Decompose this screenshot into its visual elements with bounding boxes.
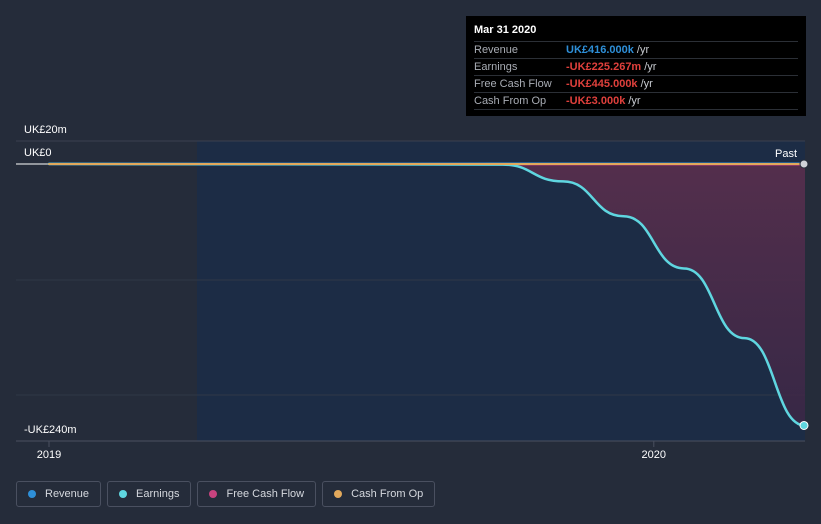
- earnings-area: [502, 164, 805, 426]
- x-tick-label: 2020: [642, 449, 666, 461]
- tooltip-value: -UK£225.267m: [566, 61, 642, 73]
- legend-label: Cash From Op: [351, 488, 424, 500]
- revenue-dot-icon: [28, 490, 36, 498]
- tooltip-value: -UK£445.000k: [566, 78, 638, 90]
- cash-from-op-dot-icon: [334, 490, 343, 498]
- free-cash-flow-dot-icon: [209, 490, 218, 498]
- y-tick-label: -UK£240m: [24, 424, 77, 436]
- past-label: Past: [775, 148, 797, 160]
- tooltip-unit: /yr: [636, 44, 650, 56]
- tooltip-value: -UK£3.000k: [566, 95, 626, 107]
- legend-label: Free Cash Flow: [226, 488, 305, 500]
- y-tick-label: UK£20m: [24, 124, 67, 136]
- legend-item-earnings[interactable]: Earnings: [107, 481, 192, 507]
- tooltip-label: Earnings: [474, 61, 518, 73]
- tooltip-row-free-cash-flow: Free Cash Flow -UK£445.000k /yr: [474, 75, 798, 92]
- legend-label: Revenue: [45, 488, 90, 500]
- tooltip-row-revenue: Revenue UK£416.000k /yr: [474, 41, 798, 58]
- tooltip-unit: /yr: [628, 95, 641, 107]
- legend: Revenue Earnings Free Cash Flow Cash Fro…: [16, 481, 436, 507]
- series-lines: [47, 162, 807, 427]
- y-axis-labels: UK£20m UK£0 -UK£240m: [24, 124, 77, 436]
- tooltip-date: Mar 31 2020: [474, 24, 537, 36]
- legend-item-free-cash-flow[interactable]: Free Cash Flow: [197, 481, 317, 507]
- tooltip-value: UK£416.000k: [566, 44, 634, 56]
- tooltip-unit: /yr: [644, 61, 657, 73]
- tooltip-row-earnings: Earnings -UK£225.267m /yr: [474, 58, 798, 75]
- legend-item-cash-from-op[interactable]: Cash From Op: [322, 481, 436, 507]
- gridlines: [16, 140, 805, 442]
- tooltip-label: Free Cash Flow: [474, 78, 552, 90]
- x-tick-label: 2019: [37, 449, 61, 461]
- y-tick-label: UK£0: [24, 147, 52, 159]
- tooltip: Mar 31 2020 Revenue UK£416.000k /yr Earn…: [466, 16, 806, 116]
- end-marker: [799, 159, 809, 169]
- legend-label: Earnings: [136, 488, 180, 500]
- end-marker-earnings: [799, 420, 809, 430]
- tooltip-label: Revenue: [474, 44, 519, 56]
- end-markers: [799, 159, 809, 430]
- earnings-dot-icon: [119, 490, 128, 498]
- tooltip-label: Cash From Op: [474, 95, 547, 107]
- legend-item-revenue[interactable]: Revenue: [16, 481, 102, 507]
- tooltip-row-cash-from-op: Cash From Op -UK£3.000k /yr: [474, 92, 798, 110]
- x-axis-labels: 2019 2020: [37, 441, 666, 461]
- tooltip-unit: /yr: [640, 78, 653, 90]
